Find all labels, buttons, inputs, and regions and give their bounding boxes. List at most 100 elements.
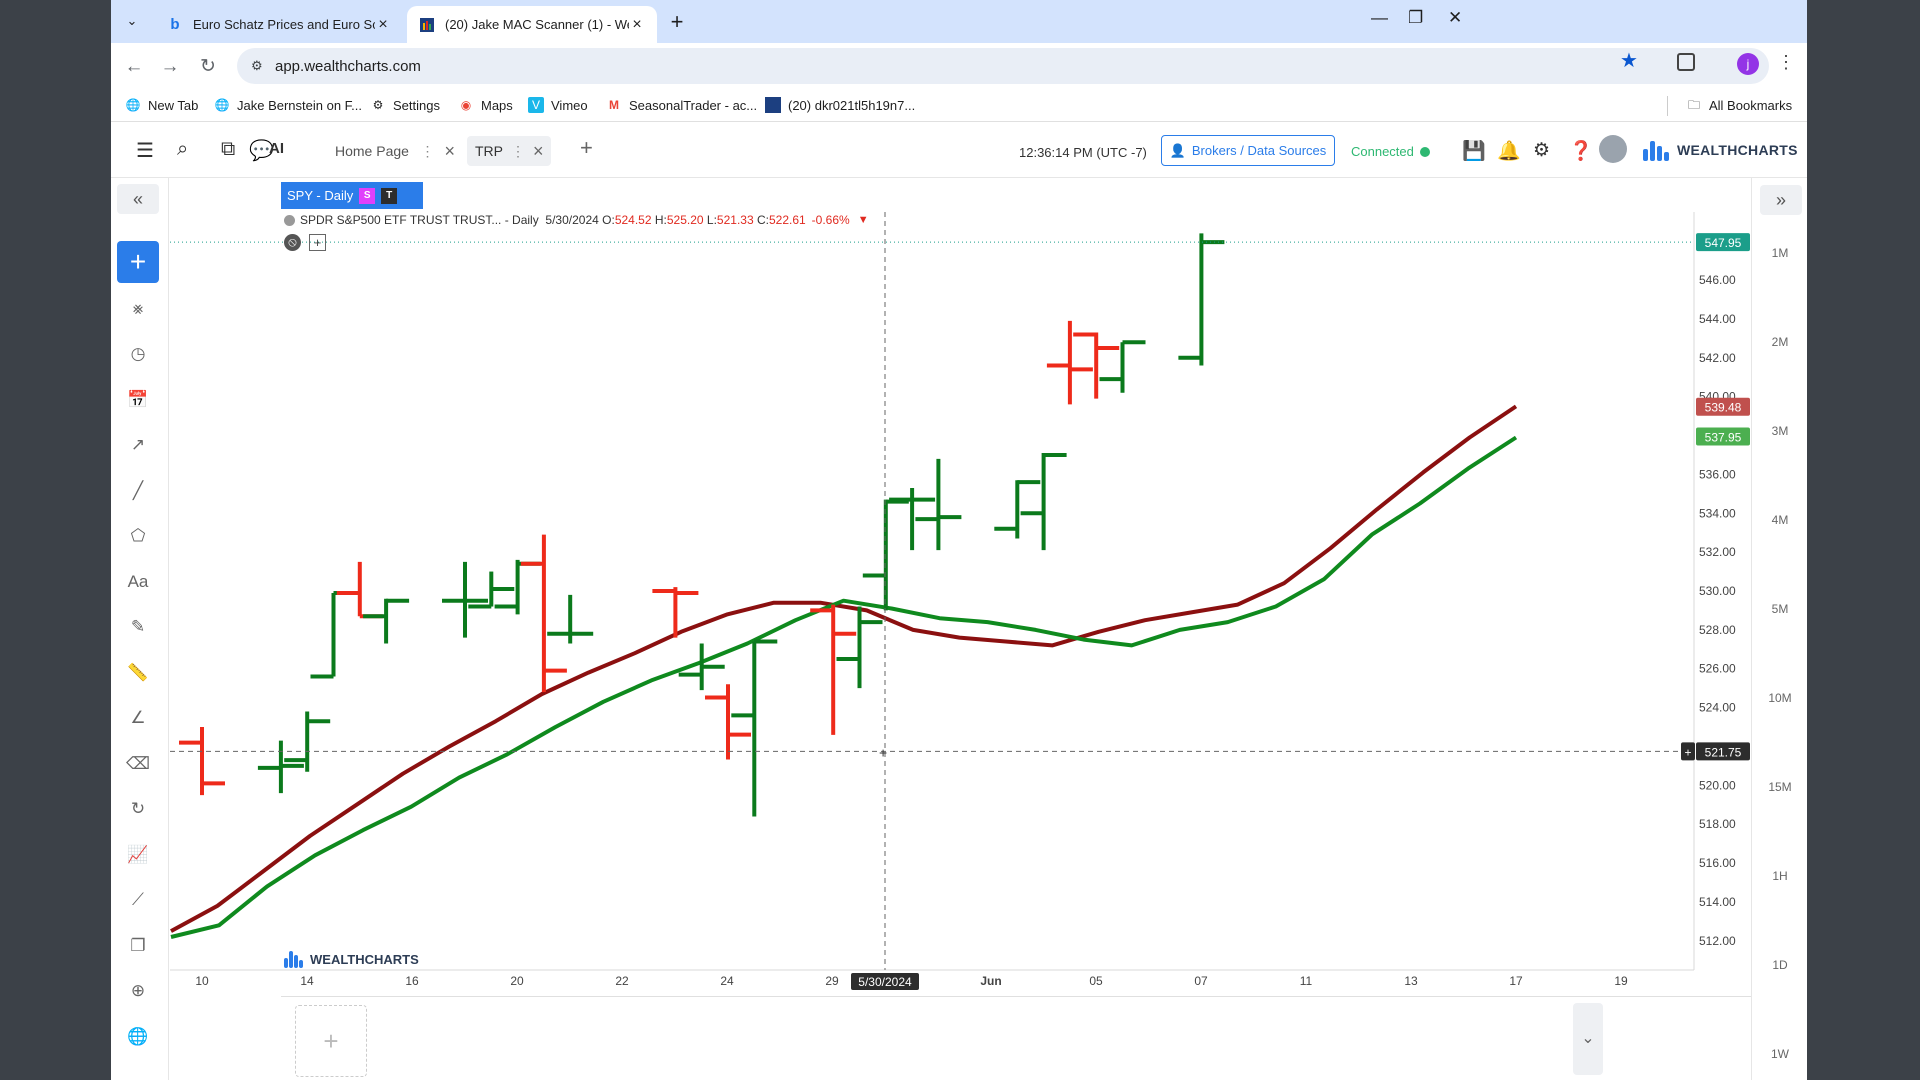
close-tab-icon[interactable]: × xyxy=(378,15,388,33)
tab-search-dropdown[interactable]: ⌄ xyxy=(126,13,138,28)
timeframe-1m[interactable]: 1M xyxy=(1771,246,1789,260)
refresh-icon[interactable]: ↻ xyxy=(130,799,146,818)
gear-icon[interactable]: ⚙ xyxy=(1533,140,1551,161)
pencil-icon[interactable]: ✎ xyxy=(130,617,146,636)
minimize-icon[interactable]: — xyxy=(1371,8,1388,27)
add-panel-button[interactable]: + xyxy=(295,1005,367,1077)
trend-icon[interactable]: ↗ xyxy=(130,435,146,454)
expand-legend-icon[interactable]: + xyxy=(309,234,326,251)
crosshair-add-icon: + xyxy=(1684,745,1691,759)
connection-label: Connected xyxy=(1351,144,1414,159)
clock-icon[interactable]: ◷ xyxy=(130,344,146,363)
price-tick-label: 520.00 xyxy=(1699,778,1736,792)
browser-tab-euro-schatz[interactable]: b Euro Schatz Prices and Euro Sc × xyxy=(155,6,403,43)
symbol-label: SPY - Daily xyxy=(287,188,354,203)
reload-icon[interactable]: ↻ xyxy=(200,56,216,77)
wealthcharts-icon xyxy=(419,17,435,33)
wealthcharts-logo: WEALTHCHARTS xyxy=(1643,139,1798,161)
time-tick-label: 19 xyxy=(1614,974,1628,988)
globe-icon[interactable]: 🌐 xyxy=(127,1027,149,1046)
price-tick-label: 528.00 xyxy=(1699,623,1736,637)
new-tab-button[interactable]: + xyxy=(670,9,684,34)
browser-tab-jake-mac-scanner[interactable]: (20) Jake MAC Scanner (1) - We × xyxy=(407,6,657,43)
calendar-icon[interactable]: 📅 xyxy=(127,390,149,409)
shapes-icon[interactable]: ⬠ xyxy=(130,526,146,545)
copy-icon[interactable]: ❐ xyxy=(130,936,146,955)
save-icon[interactable]: 💾 xyxy=(1462,141,1486,162)
tab-home-page[interactable]: Home Page ⋮ × xyxy=(327,136,463,166)
avatar[interactable] xyxy=(1599,135,1627,163)
chart-area[interactable] xyxy=(169,178,1751,996)
eraser-icon[interactable]: ⌫ xyxy=(125,754,151,773)
time-tick-label: 11 xyxy=(1300,974,1313,988)
search-icon[interactable]: ⌕ xyxy=(177,138,189,160)
status-dot xyxy=(1419,146,1430,157)
node-tool-icon[interactable]: ⟋ xyxy=(132,890,144,909)
ruler-icon[interactable]: 📏 xyxy=(127,663,149,682)
crosshair-icon[interactable]: ⊕ xyxy=(130,981,146,1000)
hide-indicators-icon[interactable]: ⦸ xyxy=(284,234,301,251)
help-icon[interactable]: ❓ xyxy=(1569,141,1593,162)
collapse-panel-icon[interactable]: ⌄ xyxy=(1573,1003,1603,1075)
chart-type-icon[interactable]: ⨳ xyxy=(132,299,144,318)
timeframe-4m[interactable]: 4M xyxy=(1771,513,1789,527)
connection-status: Connected xyxy=(1351,144,1430,159)
tab-trp[interactable]: TRP ⋮ × xyxy=(467,136,551,166)
add-tab-button[interactable]: + xyxy=(580,135,593,160)
timeframe-1d[interactable]: 1D xyxy=(1772,958,1788,972)
clock: 12:36:14 PM (UTC -7) xyxy=(1019,145,1147,160)
address-bar[interactable]: ⚙ app.wealthcharts.com xyxy=(237,48,1769,84)
close-tab-icon[interactable]: × xyxy=(533,140,544,161)
back-icon[interactable]: ← xyxy=(124,56,144,77)
folder-icon: 🗀 xyxy=(1687,98,1700,112)
forward-icon[interactable]: → xyxy=(160,56,180,77)
bookmark-label: New Tab xyxy=(148,97,199,113)
restore-icon[interactable]: ❐ xyxy=(1408,8,1424,27)
price-chart[interactable]: 546.00544.00542.00540.00536.00534.00532.… xyxy=(111,0,1807,1080)
close-tab-icon[interactable]: × xyxy=(632,15,642,33)
site-info-icon[interactable]: ⚙ xyxy=(251,58,263,73)
tab-options-icon[interactable]: ⋮ xyxy=(511,142,525,159)
add-indicator-button[interactable]: + xyxy=(117,241,159,283)
bookmark-seasonaltrader[interactable]: M SeasonalTrader - ac... xyxy=(606,97,757,113)
bookmark-new-tab[interactable]: 🌐 New Tab xyxy=(125,97,199,113)
bookmark-vimeo[interactable]: V Vimeo xyxy=(528,97,588,113)
bookmark-settings[interactable]: ⚙ Settings xyxy=(370,97,440,113)
ai-chat-icon[interactable]: 💬 xyxy=(249,140,274,162)
brokers-data-sources-button[interactable]: 👤 Brokers / Data Sources xyxy=(1161,135,1335,166)
close-tab-icon[interactable]: × xyxy=(444,140,455,161)
ohlc-legend: SPDR S&P500 ETF TRUST TRUST... - Daily 5… xyxy=(284,213,869,227)
close-window-icon[interactable]: ✕ xyxy=(1448,8,1463,27)
bell-icon[interactable]: 🔔 xyxy=(1497,141,1521,162)
bookmark-maps[interactable]: ◉ Maps xyxy=(458,97,513,113)
bookmark-jake-bernstein[interactable]: 🌐 Jake Bernstein on F... xyxy=(214,97,363,113)
timeframe-2m[interactable]: 2M xyxy=(1771,335,1789,349)
all-bookmarks[interactable]: 🗀 All Bookmarks xyxy=(1686,97,1792,113)
timeframe-10m[interactable]: 10M xyxy=(1768,691,1792,705)
timeframe-5m[interactable]: 5M xyxy=(1771,602,1789,616)
bookmark-star-icon[interactable]: ★ xyxy=(1620,50,1638,72)
extensions-icon[interactable] xyxy=(1677,53,1695,71)
line-chart-icon[interactable]: 📈 xyxy=(127,845,149,864)
ai-label[interactable]: AI xyxy=(269,140,284,157)
collapse-toolbar-icon[interactable]: « xyxy=(117,184,159,214)
bookmark-dkr[interactable]: (20) dkr021tl5h19n7... xyxy=(765,97,915,113)
timeframe-1w[interactable]: 1W xyxy=(1771,1047,1789,1061)
line-tool-icon[interactable]: ╱ xyxy=(132,481,144,500)
address-row: ← → ↻ ⚙ app.wealthcharts.com ★ j ⋮ xyxy=(111,43,1807,90)
crosshair-add-bg xyxy=(1681,742,1695,761)
time-tick-label: 10 xyxy=(195,974,209,988)
hamburger-menu-icon[interactable]: ☰ xyxy=(136,140,154,162)
crosshair-price-bg xyxy=(1696,742,1750,761)
timeframe-1h[interactable]: 1H xyxy=(1772,869,1788,883)
profile-avatar[interactable]: j xyxy=(1737,53,1759,75)
text-tool-icon[interactable]: Aa xyxy=(127,572,149,591)
timeframe-3m[interactable]: 3M xyxy=(1771,424,1789,438)
angle-icon[interactable]: ∠ xyxy=(130,708,146,727)
expand-panel-icon[interactable]: » xyxy=(1760,185,1802,215)
tab-options-icon[interactable]: ⋮ xyxy=(420,142,435,159)
browser-menu-icon[interactable]: ⋮ xyxy=(1777,52,1795,72)
layouts-icon[interactable]: ⧉ xyxy=(221,138,236,160)
symbol-tab[interactable]: SPY - Daily S T xyxy=(281,182,423,209)
timeframe-15m[interactable]: 15M xyxy=(1768,780,1792,794)
